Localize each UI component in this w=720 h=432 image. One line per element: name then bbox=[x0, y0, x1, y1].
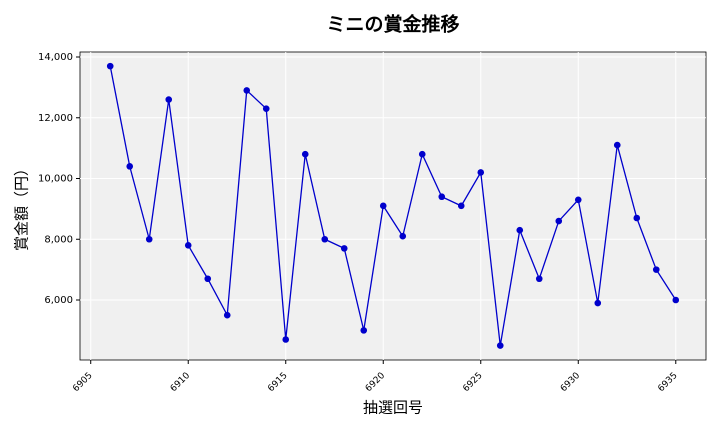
data-point bbox=[399, 232, 407, 240]
data-point bbox=[535, 275, 543, 283]
data-point bbox=[204, 275, 212, 283]
x-tick-label: 6925 bbox=[461, 371, 484, 394]
data-point bbox=[165, 96, 173, 103]
data-point bbox=[496, 342, 504, 349]
data-point bbox=[516, 226, 524, 234]
x-axis-label: 抽選回号 bbox=[363, 399, 423, 417]
data-point bbox=[418, 150, 426, 158]
x-tick-label: 6915 bbox=[266, 371, 289, 394]
x-tick-label: 6935 bbox=[656, 371, 679, 394]
y-axis-label: 賞金額（円） bbox=[13, 161, 31, 251]
data-point bbox=[438, 193, 446, 201]
chart-title: ミニの賞金推移 bbox=[326, 13, 459, 36]
data-point bbox=[633, 214, 641, 222]
x-tick-label: 6930 bbox=[559, 371, 582, 394]
data-point bbox=[574, 196, 582, 204]
data-point bbox=[555, 217, 563, 225]
data-point bbox=[477, 169, 485, 176]
y-tick-label: 6,000 bbox=[44, 295, 73, 306]
data-point bbox=[652, 266, 660, 273]
data-point bbox=[379, 202, 387, 210]
data-line bbox=[109, 66, 677, 346]
data-point bbox=[594, 299, 602, 307]
y-tick-label: 12,000 bbox=[38, 113, 73, 124]
data-point bbox=[126, 163, 134, 170]
data-point bbox=[321, 235, 329, 243]
plot-area bbox=[79, 51, 707, 361]
y-tick-label: 8,000 bbox=[44, 234, 73, 245]
data-point bbox=[301, 150, 309, 158]
x-tick-label: 6910 bbox=[169, 371, 192, 394]
x-tick-label: 6905 bbox=[71, 371, 94, 394]
y-tick-label: 10,000 bbox=[38, 174, 73, 185]
data-point bbox=[106, 62, 114, 70]
data-point bbox=[262, 105, 270, 112]
data-point bbox=[340, 245, 348, 252]
x-tick-label: 6920 bbox=[364, 371, 387, 394]
data-point bbox=[184, 242, 192, 249]
data-point bbox=[360, 327, 368, 334]
data-point bbox=[672, 296, 680, 304]
data-point bbox=[457, 202, 465, 210]
y-tick-label: 14,000 bbox=[38, 52, 73, 63]
data-point bbox=[223, 311, 231, 319]
data-point bbox=[145, 235, 153, 243]
data-point bbox=[282, 336, 290, 343]
data-point bbox=[613, 141, 621, 149]
data-point bbox=[243, 87, 251, 94]
